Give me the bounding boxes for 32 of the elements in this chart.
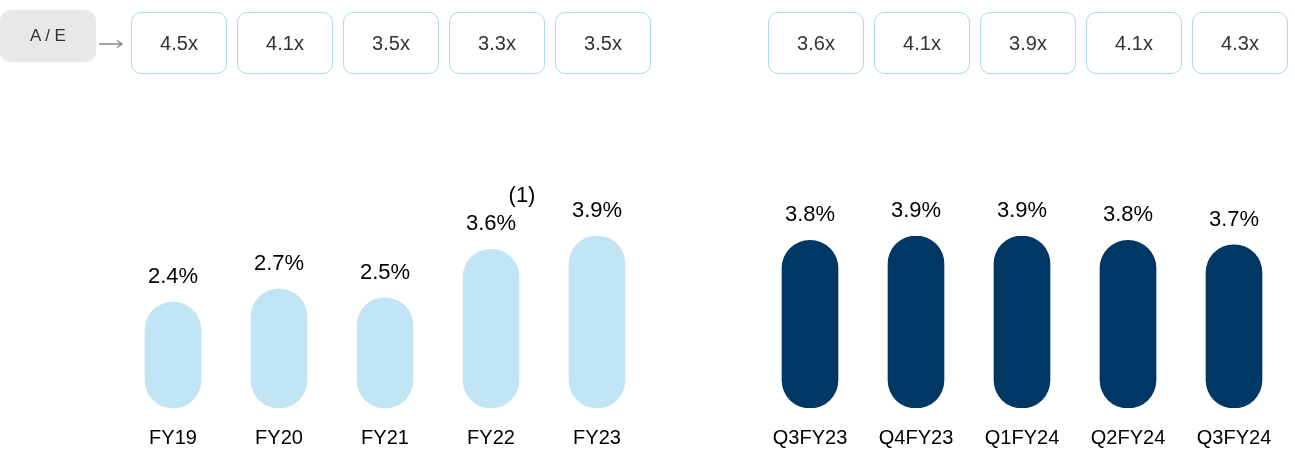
text: 3.5x <box>343 12 439 74</box>
text: 3.6x <box>768 12 864 74</box>
x-tick-label: Q1FY24 <box>984 425 1060 448</box>
text: 3.3x <box>449 12 545 74</box>
x-tick-label: Q4FY23 <box>878 425 954 448</box>
x-tick-label: FY19 <box>149 425 197 448</box>
text: 4.1x <box>237 12 333 74</box>
text: 4.1x <box>1086 12 1182 74</box>
data-label: 3.6% <box>465 210 517 236</box>
text: 3.5x <box>555 12 651 74</box>
data-label: 3.9% <box>890 197 942 223</box>
text: 4.1x <box>874 12 970 74</box>
data-label: 3.9% <box>996 197 1048 223</box>
data-label: 2.7% <box>253 249 305 275</box>
x-tick-label: FY23 <box>573 425 621 448</box>
x-tick-label: FY20 <box>255 425 303 448</box>
text: 4.3x <box>1192 12 1288 74</box>
x-tick-label: FY22 <box>467 425 515 448</box>
data-label: 3.8% <box>1102 201 1154 227</box>
x-tick-label: FY21 <box>361 425 409 448</box>
data-label: 3.7% <box>1208 205 1260 231</box>
x-tick-label: Q3FY24 <box>1196 425 1272 448</box>
text: 4.5x <box>131 12 227 74</box>
annotation: (1) <box>508 182 536 208</box>
data-label: 3.8% <box>784 201 836 227</box>
data-label: 2.4% <box>147 263 199 289</box>
data-label: 3.9% <box>571 197 623 223</box>
text: A / E <box>0 10 96 62</box>
x-tick-label: Q3FY23 <box>772 425 848 448</box>
x-tick-label: Q2FY24 <box>1090 425 1166 448</box>
text: 3.9x <box>980 12 1076 74</box>
data-label: 2.5% <box>359 258 411 284</box>
